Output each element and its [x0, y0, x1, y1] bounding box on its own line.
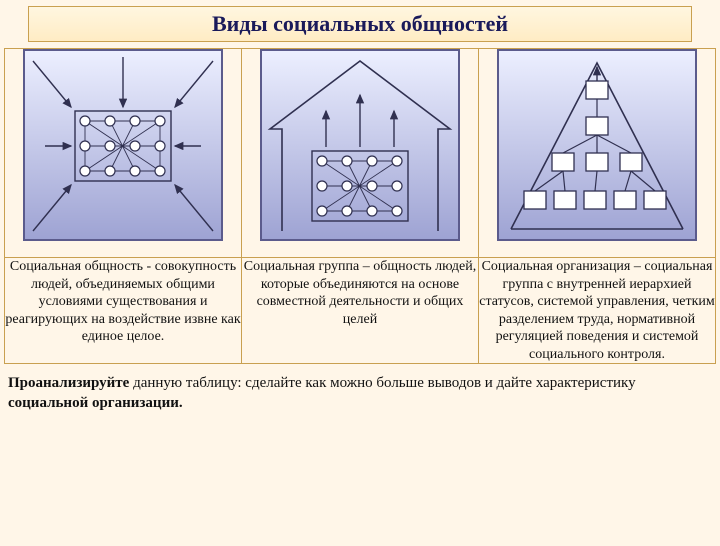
diagram-community: [23, 49, 223, 241]
diagram-row: [5, 49, 716, 258]
page-title: Виды социальных общностей: [28, 6, 692, 42]
footer-bold-2: социальной организации.: [8, 395, 183, 411]
footer-instruction: Проанализируйте данную таблицу: сделайте…: [0, 364, 720, 413]
diagram-cell-group: [242, 49, 479, 258]
diagram-organization: [497, 49, 697, 241]
footer-mid: данную таблицу: сделайте как можно больш…: [129, 375, 635, 391]
text-row: Социальная общность - совокупность людей…: [5, 258, 716, 364]
label-group: Социальная группа – общность людей, кото…: [242, 258, 479, 364]
label-community: Социальная общность - совокупность людей…: [5, 258, 242, 364]
footer-bold-1: Проанализируйте: [8, 375, 129, 391]
diagram-cell-organization: [479, 49, 716, 258]
comparison-table: Социальная общность - совокупность людей…: [4, 48, 716, 364]
diagram-cell-community: [5, 49, 242, 258]
label-organization: Социальная организация – социальная груп…: [479, 258, 716, 364]
diagram-group: [260, 49, 460, 241]
